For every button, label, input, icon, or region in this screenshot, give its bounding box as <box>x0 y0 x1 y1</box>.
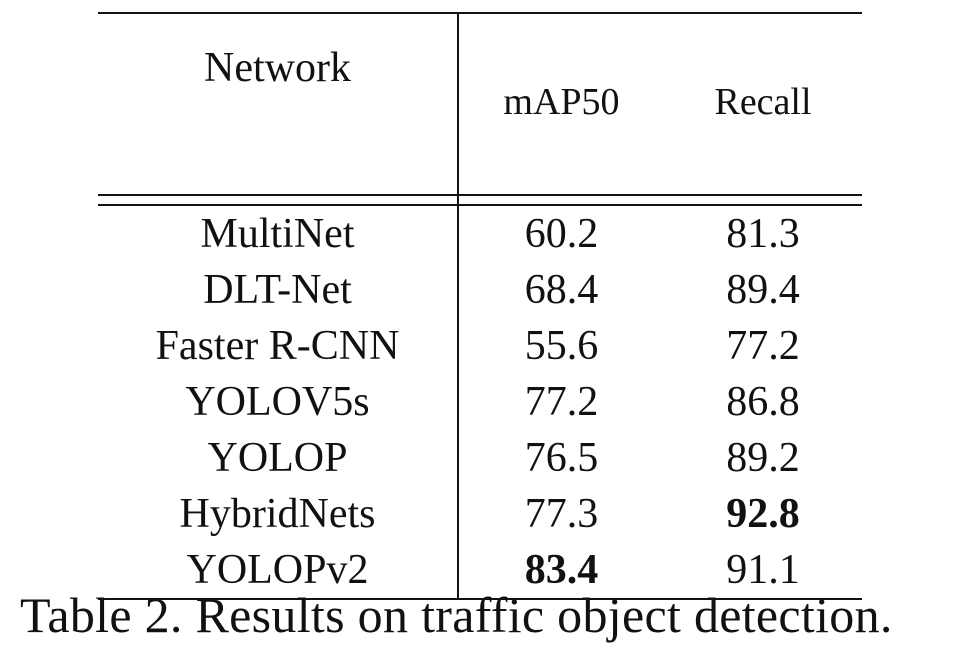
cell-recall: 91.1 <box>664 542 862 600</box>
cell-network: Faster R-CNN <box>98 318 459 374</box>
cell-recall: 89.4 <box>726 267 800 313</box>
cell-map50: 77.3 <box>524 491 599 537</box>
cell-recall: 81.3 <box>726 211 800 257</box>
header-network: Network <box>98 12 459 195</box>
table-row: YOLOPv2 83.4 91.1 <box>98 542 862 600</box>
header-map50: mAP50 <box>458 12 664 195</box>
cell-network: YOLOPv2 <box>98 542 459 600</box>
results-table: Network mAP50 Recall MultiNet 60.2 81.3 … <box>98 12 862 600</box>
cell-recall-best: 92.8 <box>726 491 800 537</box>
cell-network: MultiNet <box>98 205 459 262</box>
table-header-row: Network mAP50 Recall <box>98 12 862 195</box>
cell-recall: 89.2 <box>726 435 800 481</box>
cell-map50-best: 83.4 <box>458 542 664 600</box>
cell-network: HybridNets <box>98 486 459 542</box>
cell-recall: 77.2 <box>726 323 800 369</box>
table-row: DLT-Net 68.4 89.4 <box>98 262 862 318</box>
cell-network: YOLOV5s <box>98 374 459 430</box>
cell-map50: 60.2 <box>524 211 599 257</box>
table-row: Faster R-CNN 55.6 77.2 <box>98 318 862 374</box>
cell-map50: 68.4 <box>524 267 599 313</box>
cell-network: YOLOP <box>98 430 459 486</box>
table-caption: Table 2. Results on traffic object detec… <box>20 587 893 643</box>
cell-recall: 86.8 <box>726 379 800 425</box>
header-recall: Recall <box>664 12 862 195</box>
results-table-container: Network mAP50 Recall MultiNet 60.2 81.3 … <box>98 12 862 600</box>
cell-map50: 77.2 <box>524 379 599 425</box>
table-row: YOLOP 76.5 89.2 <box>98 430 862 486</box>
cell-map50: 76.5 <box>524 435 599 481</box>
table-row: MultiNet 60.2 81.3 <box>98 205 862 262</box>
table-row: HybridNets 77.3 92.8 <box>98 486 862 542</box>
cell-network: DLT-Net <box>98 262 459 318</box>
header-double-rule <box>98 194 862 206</box>
cell-map50: 55.6 <box>524 323 599 369</box>
table-row: YOLOV5s 77.2 86.8 <box>98 374 862 430</box>
